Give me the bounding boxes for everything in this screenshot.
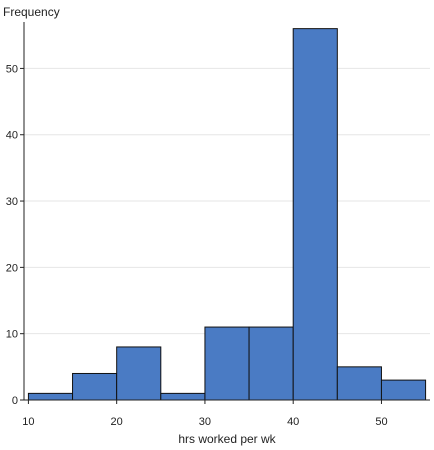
x-axis-title: hrs worked per wk [178, 432, 276, 446]
histogram-bar [380, 379, 427, 401]
histogram-bar [116, 346, 162, 401]
histogram-bar [248, 326, 294, 401]
x-tick-label: 50 [375, 416, 387, 428]
gridlines [24, 67, 430, 335]
y-tick-label: 10 [6, 329, 18, 341]
histogram-bar [160, 392, 206, 401]
histogram-bar [72, 372, 118, 401]
y-axis-ticks: 0 10 20 30 40 50 [6, 63, 24, 407]
y-tick-label: 50 [6, 63, 18, 75]
y-tick-label: 20 [6, 262, 18, 274]
axes [23, 22, 430, 401]
y-tick-label: 40 [6, 130, 18, 142]
histogram-bar [204, 326, 250, 401]
y-axis-title: Frequency [3, 5, 60, 19]
x-tick-label: 40 [287, 416, 299, 428]
histogram-bar [27, 392, 74, 401]
x-tick-label: 10 [22, 416, 34, 428]
bars [27, 28, 427, 401]
histogram-bar [336, 366, 382, 401]
y-tick-label: 0 [12, 395, 18, 407]
x-axis-ticks: 10 20 30 40 50 [22, 400, 388, 428]
x-tick-label: 30 [199, 416, 211, 428]
x-tick-label: 20 [111, 416, 123, 428]
y-tick-label: 30 [6, 196, 18, 208]
histogram-bar [292, 28, 338, 401]
